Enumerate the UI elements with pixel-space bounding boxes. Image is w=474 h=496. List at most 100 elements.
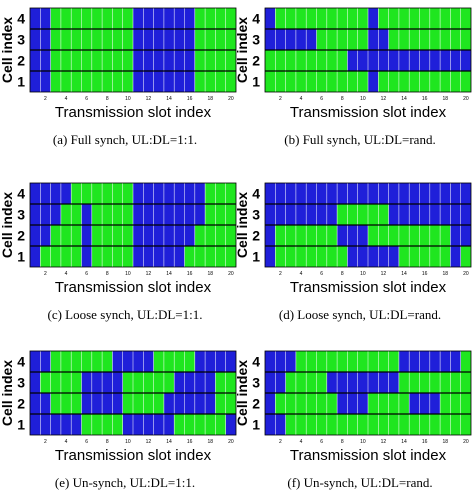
heatmap-cell	[133, 8, 144, 29]
heatmap-cell	[285, 351, 296, 372]
heatmap-cell	[215, 50, 226, 71]
heatmap-cell	[316, 50, 327, 71]
slot-tick-label: 18	[442, 271, 448, 277]
heatmap-cell	[388, 71, 399, 92]
heatmap-cell	[460, 246, 471, 267]
heatmap-cell	[347, 246, 358, 267]
heatmap-cell	[347, 351, 358, 372]
heatmap-cell	[194, 225, 206, 246]
heatmap-cell	[347, 50, 358, 71]
heatmap-cell	[122, 8, 133, 29]
y-axis-title: Cell index	[0, 360, 15, 426]
heatmap-cell	[143, 393, 154, 414]
heatmap-cell	[215, 351, 226, 372]
heatmap-cell	[215, 29, 226, 50]
heatmap-cell	[81, 351, 92, 372]
heatmap-cell	[347, 8, 358, 29]
heatmap-cell	[194, 50, 206, 71]
heatmap-cell	[205, 246, 216, 267]
heatmap-cell	[30, 29, 41, 50]
heatmap-cell	[40, 351, 51, 372]
y-axis-title: Cell index	[234, 360, 250, 426]
heatmap-cell	[285, 246, 296, 267]
heatmap-cell	[194, 8, 206, 29]
heatmap-cell	[285, 204, 296, 225]
heatmap-cell	[174, 414, 185, 435]
heatmap-cell	[194, 351, 206, 372]
heatmap-cell	[295, 8, 307, 29]
heatmap-cell	[225, 246, 236, 267]
heatmap-cell	[409, 393, 420, 414]
heatmap-cell	[30, 71, 41, 92]
heatmap-cell	[60, 183, 72, 204]
heatmap-cell	[409, 50, 420, 71]
heatmap-cell	[440, 8, 451, 29]
heatmap-cell	[419, 351, 430, 372]
heatmap-cell	[184, 71, 195, 92]
plot-frame	[264, 7, 472, 93]
heatmap-cell	[184, 393, 195, 414]
heatmap-cell	[409, 29, 420, 50]
slot-tick-label: 18	[207, 96, 213, 102]
heatmap-cell	[450, 29, 461, 50]
heatmap-cell	[409, 351, 420, 372]
heatmap-cell	[398, 351, 410, 372]
heatmap-cell	[429, 29, 441, 50]
cell-tick-label: 2	[17, 228, 25, 244]
heatmap-cell	[295, 29, 307, 50]
heatmap-cell	[419, 372, 430, 393]
heatmap-cell	[368, 372, 379, 393]
heatmap-cell	[450, 8, 461, 29]
heatmap-cell	[460, 29, 471, 50]
heatmap-cell	[316, 71, 327, 92]
heatmap-cell	[398, 204, 410, 225]
heatmap-cell	[337, 8, 348, 29]
y-axis-title: Cell index	[234, 192, 250, 258]
heatmap-cell	[30, 225, 41, 246]
cell-tick-label: 3	[17, 32, 25, 48]
heatmap-cell	[205, 204, 216, 225]
heatmap-cell	[347, 225, 358, 246]
heatmap-cell	[215, 183, 226, 204]
heatmap-cell	[153, 414, 164, 435]
slot-tick-label: 6	[320, 271, 323, 277]
heatmap-cell	[71, 183, 82, 204]
heatmap-cell	[143, 414, 154, 435]
heatmap-cell	[122, 351, 133, 372]
heatmap-cell	[337, 351, 348, 372]
heatmap-cell	[378, 246, 389, 267]
heatmap-cell	[225, 29, 236, 50]
heatmap-cell	[337, 183, 348, 204]
heatmap-cell	[265, 351, 276, 372]
heatmap-cell	[388, 50, 399, 71]
heatmap-cell	[285, 183, 296, 204]
heatmap-cell	[122, 183, 133, 204]
slot-tick-label: 14	[166, 271, 172, 277]
heatmap-cell	[71, 351, 82, 372]
heatmap-cell	[429, 204, 441, 225]
heatmap-cell	[60, 351, 72, 372]
heatmap-cell	[285, 372, 296, 393]
heatmap-cell	[368, 351, 379, 372]
heatmap-cell	[133, 50, 144, 71]
heatmap-cell	[440, 372, 451, 393]
slot-tick-label: 2	[44, 96, 47, 102]
heatmap-cell	[133, 393, 144, 414]
heatmap-cell	[378, 414, 389, 435]
heatmap-cell	[398, 225, 410, 246]
heatmap-cell	[81, 183, 92, 204]
cell-tick-label: 3	[252, 32, 260, 48]
slot-tick-label: 10	[125, 439, 131, 445]
heatmap-cell	[163, 393, 175, 414]
heatmap-cell	[460, 50, 471, 71]
heatmap-cell	[184, 225, 195, 246]
heatmap-cell	[122, 372, 133, 393]
heatmap-cell	[122, 204, 133, 225]
heatmap-cell	[153, 183, 164, 204]
heatmap-cell	[194, 204, 206, 225]
slot-tick-label: 20	[463, 439, 469, 445]
heatmap-cell	[275, 8, 286, 29]
heatmap-cell	[347, 204, 358, 225]
heatmap-cell	[295, 414, 307, 435]
